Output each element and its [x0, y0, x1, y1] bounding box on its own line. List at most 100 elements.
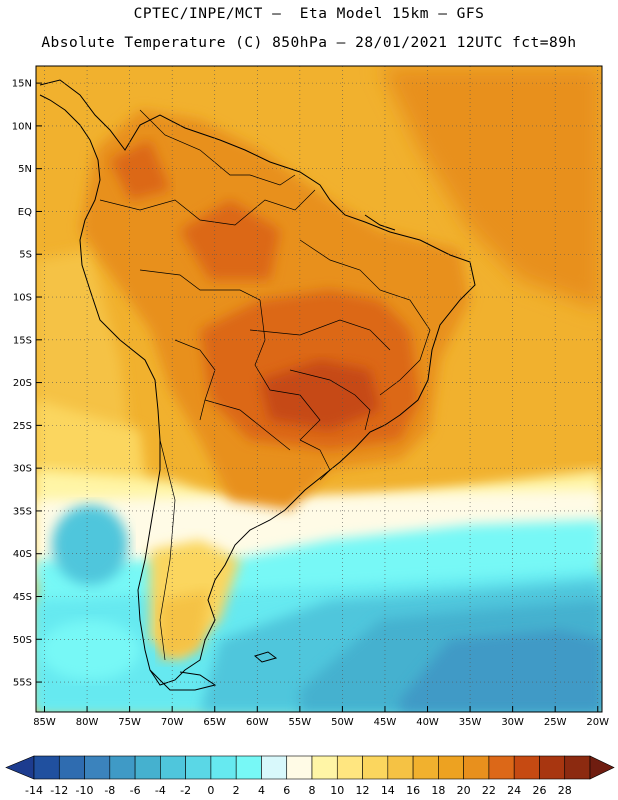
lat-label: 30S [13, 464, 32, 475]
field-deep-cold [400, 630, 602, 712]
colorbar-label: 28 [558, 784, 572, 797]
falkland-islands-coast [253, 651, 278, 663]
lon-label: 80W [76, 717, 99, 728]
field-warm-ocean-ne [380, 66, 602, 310]
colorbar-label: 24 [507, 784, 521, 797]
lon-label: 40W [416, 717, 439, 728]
colorbar-label: -10 [76, 784, 94, 797]
lat-label: 50S [13, 635, 32, 646]
lon-label: 20W [586, 717, 609, 728]
coastlines [39, 79, 476, 691]
longitude-axis: 85W 80W 75W 70W 65W 60W 55W 50W 45W 40W 35W 30W 25W 2… [33, 706, 609, 728]
lon-label: 70W [161, 717, 184, 728]
field-amazon-hot [180, 200, 280, 280]
colorbar-label: -4 [155, 784, 166, 797]
colorbar-box [286, 755, 313, 780]
latitude-axis: 15N 10N 5N EQ 5S 10S 15S 20S 25S 30S 35S 40S 45S 50S 5… [12, 79, 42, 689]
border-guyanas [249, 174, 296, 186]
lat-label: 25S [13, 421, 32, 432]
colorbar-label: -14 [25, 784, 43, 797]
border-venezuela [139, 109, 250, 176]
colorbar-label: -6 [130, 784, 141, 797]
lon-label: 25W [544, 717, 567, 728]
colorbar-label: 14 [381, 784, 395, 797]
lat-label: 15N [12, 79, 32, 90]
field-north-hot [110, 140, 170, 200]
lat-label: EQ [18, 207, 32, 218]
south-america-coast [39, 79, 476, 686]
amazon-delta-coast [364, 214, 396, 231]
lon-label: 60W [246, 717, 269, 728]
lat-label: 40S [13, 549, 32, 560]
field-pacific-cold-cell [52, 505, 128, 585]
colorbar-arrow-high [589, 755, 615, 780]
colorbar-label: 0 [207, 784, 214, 797]
colorbar-label: 6 [283, 784, 290, 797]
lat-label: 15S [13, 335, 32, 346]
colorbar-box [33, 755, 60, 780]
field-continent-hottest [260, 360, 380, 430]
border-paraguay [204, 399, 291, 451]
colorbar-label: 2 [233, 784, 240, 797]
colorbar-box [564, 755, 591, 780]
border-peru-brazil [139, 269, 261, 301]
temperature-field [36, 66, 602, 712]
colorbar-box [185, 755, 212, 780]
lat-label: 5N [18, 164, 32, 175]
colorbar-box [58, 755, 85, 780]
colorbar-box [210, 755, 237, 780]
colorbar-label: 8 [309, 784, 316, 797]
field-pacific-cold-cell-2 [40, 620, 140, 680]
lat-label: 35S [13, 506, 32, 517]
lat-label: 20S [13, 378, 32, 389]
colorbar-box [84, 755, 111, 780]
colorbar-box [539, 755, 566, 780]
colorbar-box [336, 755, 363, 780]
colorbar-label: 20 [457, 784, 471, 797]
border-brazil-states-2 [249, 319, 391, 351]
colorbar-box [412, 755, 439, 780]
tierra-del-fuego-coast [149, 669, 217, 691]
lon-label: 65W [203, 717, 226, 728]
colorbar-box [134, 755, 161, 780]
colorbar-label: 26 [532, 784, 546, 797]
lon-label: 50W [331, 717, 354, 728]
colorbar-label: 4 [258, 784, 265, 797]
map-title: CPTEC/INPE/MCT – Eta Model 15km – GFS [133, 6, 485, 22]
colorbar-box [463, 755, 490, 780]
colorbar-box [513, 755, 540, 780]
colorbar-box [109, 755, 136, 780]
lon-label: 85W [33, 717, 56, 728]
lat-label: 10S [13, 293, 32, 304]
colorbar-label: 22 [482, 784, 496, 797]
colorbar-box [311, 755, 338, 780]
colorbar-box [235, 755, 262, 780]
border-brazil-states-1 [299, 239, 431, 396]
lat-label: 10N [12, 121, 32, 132]
lon-label: 30W [501, 717, 524, 728]
colorbar-label: 16 [406, 784, 420, 797]
country-borders [99, 109, 431, 661]
colorbar-label: -12 [50, 784, 68, 797]
map-frame [35, 65, 603, 713]
colorbar-box [261, 755, 288, 780]
colorbar-label: 10 [330, 784, 344, 797]
colorbar-box [387, 755, 414, 780]
colorbar: -14 -12 -10 -8 -6 -4 -2 0 2 4 6 8 10 12 14 16 18 20 22 24 26… [5, 755, 615, 797]
border-brazil-states-3 [289, 369, 371, 431]
colorbar-box [438, 755, 464, 780]
lon-label: 45W [374, 717, 397, 728]
lon-label: 35W [459, 717, 482, 728]
colorbar-box [488, 755, 515, 780]
colorbar-label: 12 [356, 784, 370, 797]
colorbar-label: -2 [180, 784, 191, 797]
colorbar-arrow-low [5, 755, 35, 780]
colorbar-label: 18 [431, 784, 445, 797]
colorbar-label: -8 [104, 784, 115, 797]
border-north [99, 189, 316, 226]
border-argentina-uruguay [299, 439, 331, 481]
colorbar-box [160, 755, 186, 780]
lat-label: 55S [13, 678, 32, 689]
lat-label: 45S [13, 592, 32, 603]
field-patagonia-warm [160, 590, 210, 660]
